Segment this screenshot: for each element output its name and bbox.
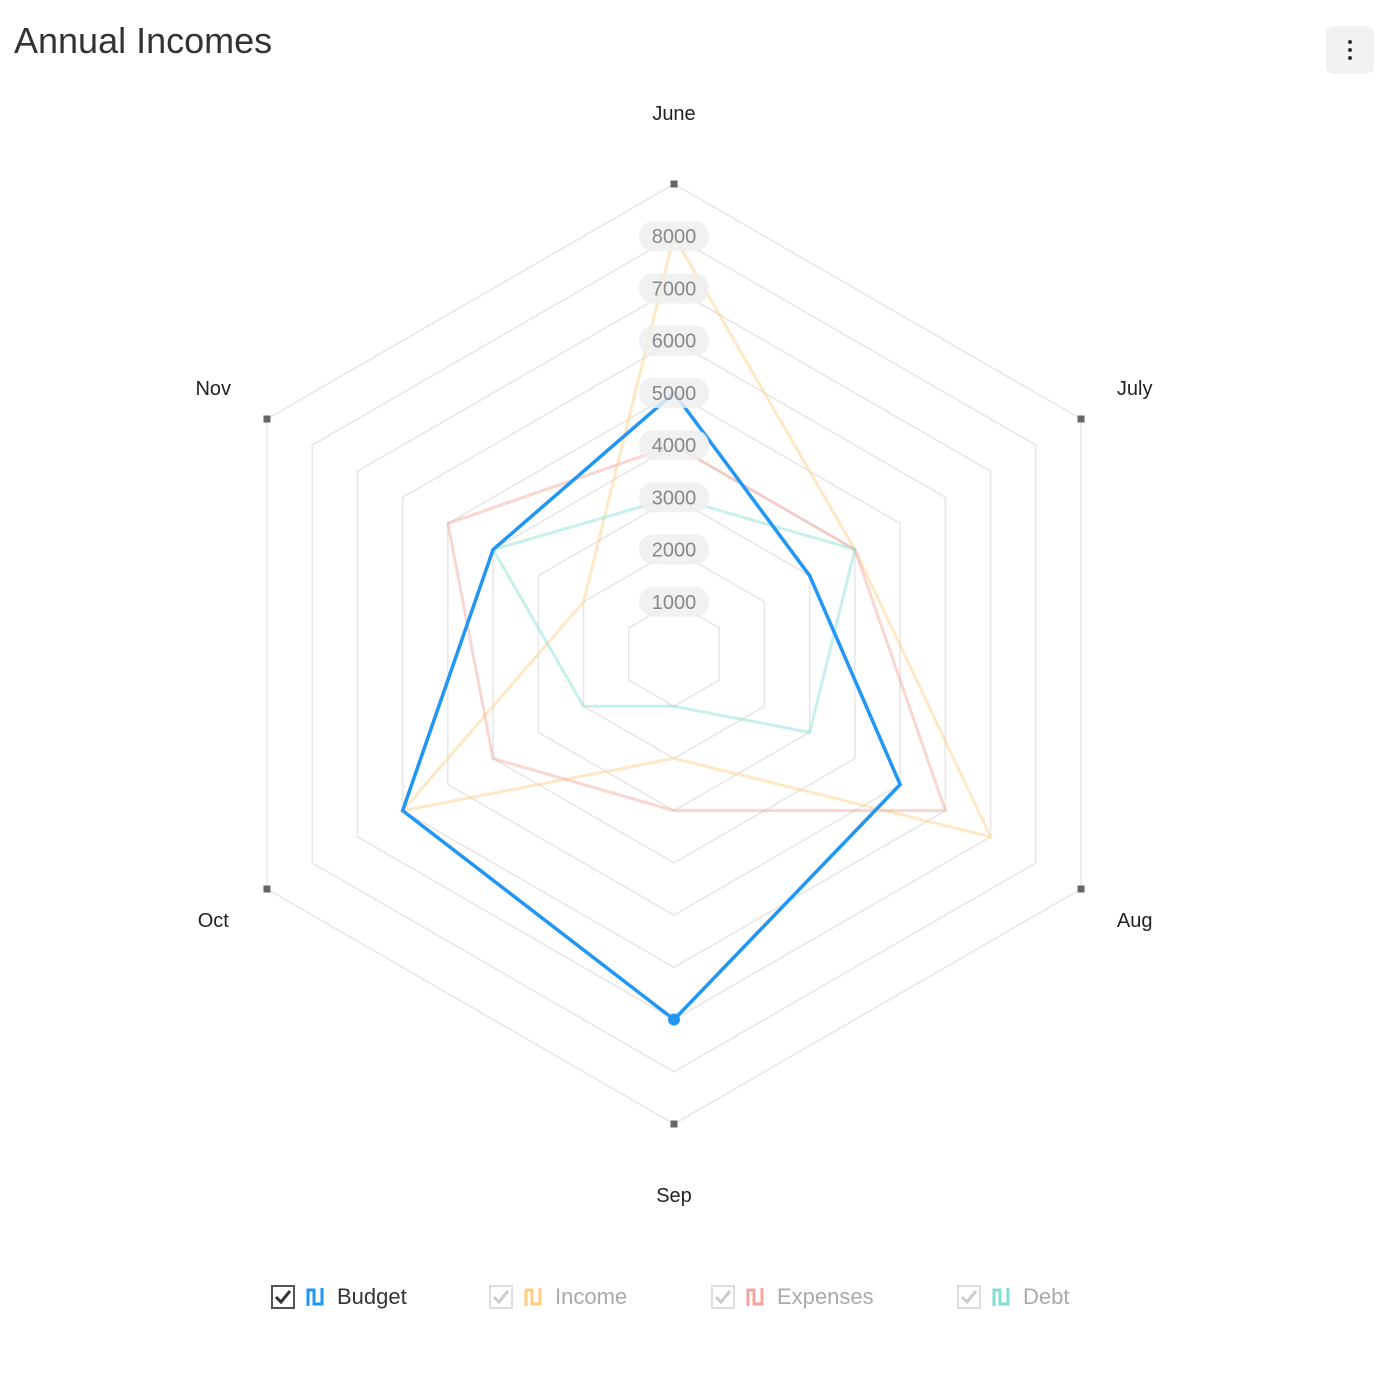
radar-grid xyxy=(263,180,1085,1128)
chart-legend: Budget Income Expenses Debt xyxy=(0,1282,1388,1312)
legend-checkbox[interactable] xyxy=(957,1285,981,1309)
legend-label: Debt xyxy=(1023,1284,1070,1309)
tick-label: 6000 xyxy=(652,331,697,353)
axis-label-aug: Aug xyxy=(1117,910,1153,932)
series-line-icon xyxy=(992,1288,1010,1306)
tick-label: 2000 xyxy=(652,540,697,562)
series-line-icon xyxy=(306,1288,324,1306)
checkmark-icon xyxy=(960,1290,978,1305)
axis-end-marker xyxy=(1077,885,1085,893)
grid-ring xyxy=(628,600,720,708)
axis-end-marker xyxy=(670,1120,678,1128)
axis-end-marker xyxy=(1077,415,1085,423)
legend-item-budget[interactable]: Budget xyxy=(271,1282,407,1312)
tick-label: 3000 xyxy=(652,487,697,509)
legend-item-expenses[interactable]: Expenses xyxy=(711,1282,874,1312)
series-line-expenses[interactable] xyxy=(446,443,948,813)
vertical-dots-icon xyxy=(1348,40,1352,60)
data-point-highlight[interactable] xyxy=(668,1013,680,1026)
legend-label: Income xyxy=(555,1284,628,1309)
grid-ring xyxy=(401,339,947,969)
legend-item-debt[interactable]: Debt xyxy=(957,1282,1069,1312)
axis-label-oct: Oct xyxy=(198,910,230,932)
axis-label-june: June xyxy=(652,103,695,125)
tick-label-bg xyxy=(639,586,709,617)
series-line-icon xyxy=(746,1288,764,1306)
chart-title: Annual Incomes xyxy=(14,20,273,61)
tick-label: 5000 xyxy=(652,383,697,405)
tick-label-bg xyxy=(639,273,709,304)
legend-checkbox[interactable] xyxy=(271,1285,295,1309)
checkmark-icon xyxy=(492,1290,510,1305)
tick-label-bg xyxy=(639,221,709,252)
series-line-icon xyxy=(524,1288,542,1306)
grid-ring xyxy=(266,183,1082,1125)
tick-label: 4000 xyxy=(652,435,697,457)
axis-end-marker xyxy=(263,885,271,893)
axis-label-sep: Sep xyxy=(656,1185,692,1207)
axis-label-july: July xyxy=(1117,378,1153,400)
grid-ring xyxy=(311,235,1037,1073)
tick-label-bg xyxy=(639,430,709,461)
axis-end-marker xyxy=(670,180,678,188)
tick-label-bg xyxy=(639,377,709,408)
checkmark-icon xyxy=(274,1290,292,1305)
tick-label: 8000 xyxy=(652,226,697,248)
tick-label-bg xyxy=(639,325,709,356)
legend-checkbox[interactable] xyxy=(711,1285,735,1309)
legend-label: Budget xyxy=(337,1284,407,1309)
legend-checkbox[interactable] xyxy=(489,1285,513,1309)
radar-tick-labels: 1000 2000 3000 4000 5000 6000 7000 8000 xyxy=(639,221,709,617)
radar-series xyxy=(398,232,994,1026)
tick-label: 7000 xyxy=(652,278,697,300)
series-line-income[interactable] xyxy=(398,232,994,839)
tick-label-bg xyxy=(639,482,709,513)
legend-item-income[interactable]: Income xyxy=(489,1282,627,1312)
tick-label-bg xyxy=(639,534,709,565)
chart-menu-button[interactable] xyxy=(1326,26,1374,74)
grid-ring xyxy=(582,548,766,760)
grid-ring xyxy=(447,392,901,916)
axis-label-nov: Nov xyxy=(195,378,231,400)
checkmark-icon xyxy=(714,1290,732,1305)
tick-label: 1000 xyxy=(652,592,697,614)
legend-label: Expenses xyxy=(777,1284,874,1309)
axis-end-marker xyxy=(263,415,271,423)
radar-axis-labels: June July Aug Sep Oct Nov xyxy=(195,103,1152,1207)
